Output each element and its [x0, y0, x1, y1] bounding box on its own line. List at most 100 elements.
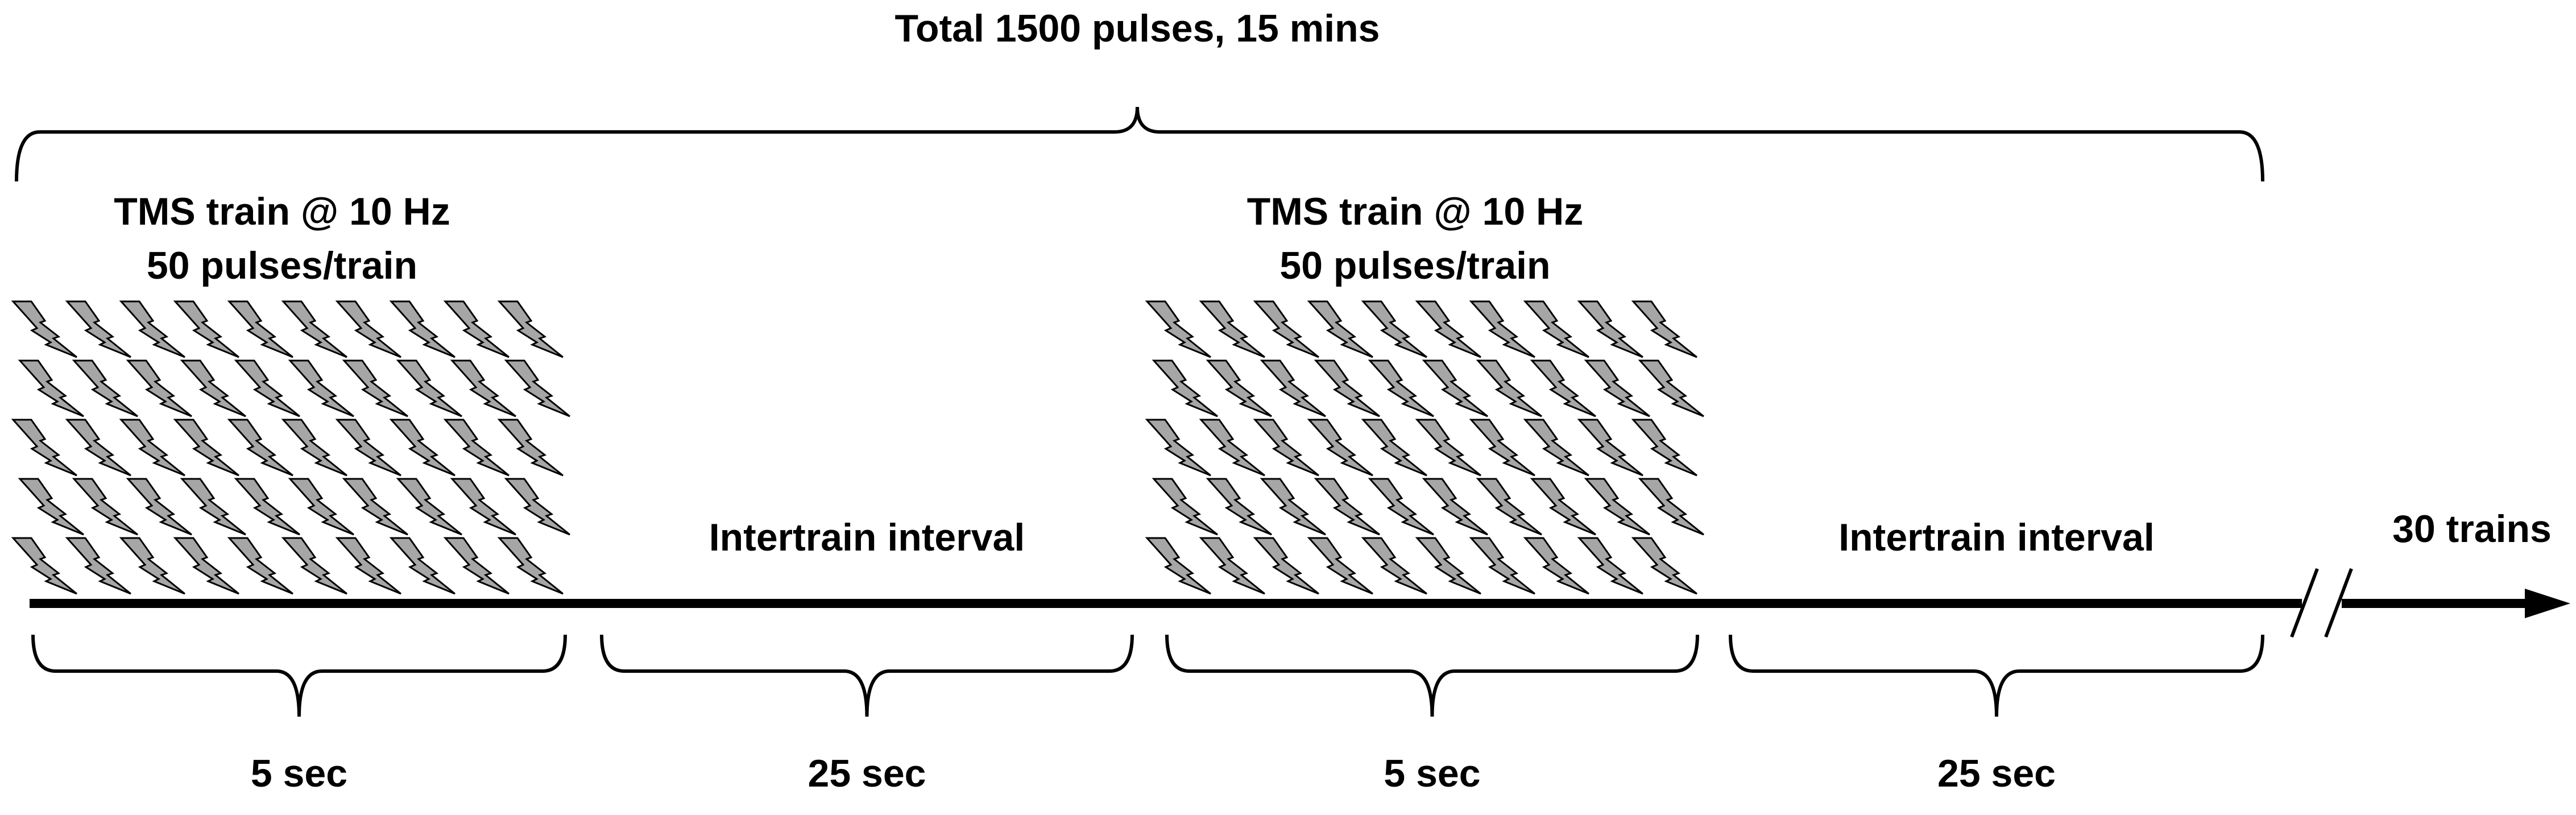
train-label: TMS train @ 10 Hz [1247, 190, 1584, 233]
pulse-bolt [1260, 478, 1326, 536]
axis-break [2290, 568, 2319, 638]
train-label: 50 pulses/train [147, 244, 417, 287]
pulse-bolt [342, 359, 408, 417]
pulse-bolt [1530, 359, 1596, 417]
pulse-bolt [11, 419, 77, 477]
axis-break [2324, 568, 2353, 638]
pulse-bolt [1476, 478, 1542, 536]
pulse-bolt [281, 300, 347, 358]
pulse-bolt [443, 300, 510, 358]
pulse-bolt [1199, 419, 1265, 477]
pulse-bolt [18, 478, 84, 536]
pulse-bolt [1152, 359, 1218, 417]
pulse-bolt [1422, 478, 1488, 536]
pulse-bolt [227, 537, 293, 595]
pulse-bolt [1415, 300, 1481, 358]
pulse-bolt [65, 300, 131, 358]
pulse-bolt [1584, 359, 1650, 417]
pulse-bolt [335, 419, 401, 477]
segment-brace [1729, 634, 2264, 717]
pulse-bolt [1415, 537, 1481, 595]
pulse-bolt [65, 537, 131, 595]
segment-brace [31, 634, 567, 717]
axis-arrow [2525, 589, 2570, 618]
pulse-bolt [1422, 359, 1488, 417]
pulse-bolt [234, 478, 300, 536]
pulse-bolt [126, 478, 192, 536]
pulse-bolt [1314, 359, 1380, 417]
pulse-bolt [497, 300, 564, 358]
pulse-bolt [227, 300, 293, 358]
pulse-bolt [11, 300, 77, 358]
pulse-bolt [180, 478, 246, 536]
pulse-bolt [227, 419, 293, 477]
pulse-bolt [1361, 419, 1427, 477]
pulse-bolt [1152, 478, 1218, 536]
pulse-bolt [173, 537, 239, 595]
pulse-bolt [335, 300, 401, 358]
pulse-train [1145, 300, 1704, 595]
pulse-bolt [504, 359, 570, 417]
pulse-bolt [1206, 478, 1272, 536]
title: Total 1500 pulses, 15 mins [895, 7, 1380, 50]
pulse-bolt [11, 537, 77, 595]
total-brace [15, 106, 2264, 182]
pulse-bolt [126, 359, 192, 417]
pulse-bolt [1469, 300, 1535, 358]
pulse-bolt [1199, 537, 1265, 595]
duration-label: 25 sec [808, 752, 926, 795]
pulse-bolt [396, 359, 462, 417]
pulse-bolt [450, 359, 516, 417]
pulse-bolt [119, 419, 185, 477]
pulse-bolt [1260, 359, 1326, 417]
pulse-bolt [1145, 300, 1211, 358]
end-label: 30 trains [2392, 507, 2552, 551]
pulse-bolt [1361, 300, 1427, 358]
pulse-bolt [119, 537, 185, 595]
pulse-bolt [1584, 478, 1650, 536]
pulse-bolt [234, 359, 300, 417]
pulse-bolt [72, 359, 138, 417]
pulse-bolt [1530, 478, 1596, 536]
pulse-bolt [335, 537, 401, 595]
pulse-train [11, 300, 570, 595]
pulse-bolt [65, 419, 131, 477]
interval-label: Intertrain interval [709, 516, 1025, 559]
pulse-bolt [389, 419, 455, 477]
pulse-bolt [173, 419, 239, 477]
pulse-bolt [288, 478, 354, 536]
pulse-bolt [1253, 419, 1319, 477]
interval-label: Intertrain interval [1838, 516, 2155, 559]
pulse-bolt [288, 359, 354, 417]
pulse-bolt [119, 300, 185, 358]
pulse-bolt [1314, 478, 1380, 536]
pulse-bolt [1577, 419, 1643, 477]
pulse-bolt [281, 537, 347, 595]
segment-brace [600, 634, 1134, 717]
duration-label: 5 sec [1384, 752, 1480, 795]
pulse-bolt [180, 359, 246, 417]
pulse-bolt [1638, 478, 1704, 536]
pulse-bolt [443, 419, 510, 477]
pulse-bolt [1206, 359, 1272, 417]
pulse-bolt [1253, 537, 1319, 595]
train-label: 50 pulses/train [1279, 244, 1550, 287]
pulse-bolt [1638, 359, 1704, 417]
pulse-bolt [18, 359, 84, 417]
pulse-bolt [1368, 359, 1434, 417]
pulse-bolt [342, 478, 408, 536]
pulse-bolt [1577, 300, 1643, 358]
pulse-bolt [1577, 537, 1643, 595]
pulse-bolt [1631, 419, 1697, 477]
pulse-bolt [497, 419, 564, 477]
pulse-bolt [1469, 419, 1535, 477]
pulse-bolt [1368, 478, 1434, 536]
duration-label: 5 sec [251, 752, 347, 795]
pulse-bolt [173, 300, 239, 358]
pulse-bolt [1469, 537, 1535, 595]
train-label: TMS train @ 10 Hz [114, 190, 450, 233]
pulse-bolt [1307, 419, 1373, 477]
pulse-bolt [1307, 300, 1373, 358]
pulse-bolt [281, 419, 347, 477]
